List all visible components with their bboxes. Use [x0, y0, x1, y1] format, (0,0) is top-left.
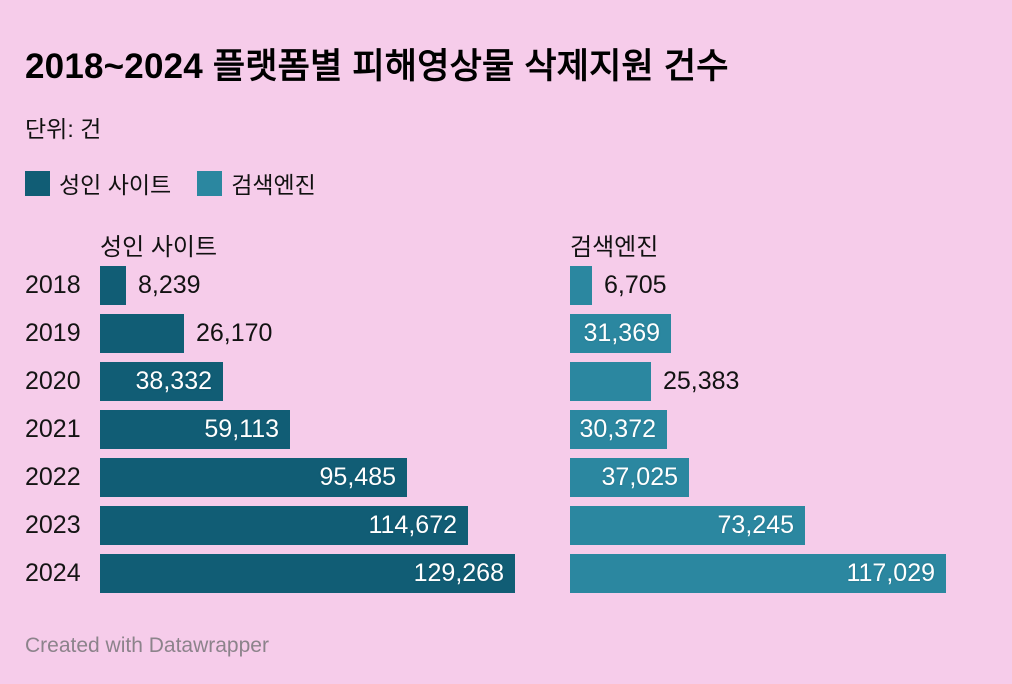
bar-2024-series-0[interactable]	[100, 554, 515, 593]
legend-item-1: 검색엔진	[197, 166, 316, 200]
bar-2019-series-1[interactable]	[570, 314, 671, 353]
value-label-2021-series-0: 59,113	[204, 415, 279, 443]
column-header-search-engines: 검색엔진	[570, 234, 659, 261]
legend-item-0: 성인 사이트	[25, 166, 171, 200]
category-label-2023: 2023	[25, 511, 81, 539]
value-label-2018-series-1: 6,705	[604, 271, 667, 299]
value-label-2019-series-1: 31,369	[583, 319, 660, 347]
bar-2021-series-0[interactable]	[100, 410, 290, 449]
bar-2023-series-1[interactable]	[570, 506, 805, 545]
value-label-2018-series-0: 8,239	[138, 271, 201, 299]
legend-label: 검색엔진	[231, 172, 316, 198]
bar-2023-series-0[interactable]	[100, 506, 468, 545]
bar-2018-series-0[interactable]	[100, 266, 126, 305]
category-label-2019: 2019	[25, 319, 81, 347]
column-header-adult-sites: 성인 사이트	[100, 234, 218, 261]
legend: 성인 사이트 검색엔진	[25, 166, 316, 200]
bar-2018-series-1[interactable]	[570, 266, 592, 305]
bar-2020-series-0[interactable]	[100, 362, 223, 401]
value-label-2024-series-0: 129,268	[413, 559, 504, 587]
category-label-2024: 2024	[25, 559, 81, 587]
footer-credit-link[interactable]: Created with Datawrapper	[25, 634, 269, 657]
value-label-2022-series-0: 95,485	[319, 463, 396, 491]
bar-2022-series-1[interactable]	[570, 458, 689, 497]
value-label-2020-series-0: 38,332	[135, 367, 212, 395]
value-label-2024-series-1: 117,029	[846, 559, 935, 587]
bar-2021-series-1[interactable]	[570, 410, 667, 449]
legend-label: 성인 사이트	[59, 172, 172, 198]
value-label-2020-series-1: 25,383	[663, 367, 740, 395]
category-label-2018: 2018	[25, 271, 81, 299]
value-label-2023-series-1: 73,245	[717, 511, 794, 539]
legend-swatch-icon	[25, 170, 50, 196]
chart-title: 2018~2024 플랫폼별 피해영상물 삭제지원 건수	[25, 47, 729, 86]
bar-2022-series-0[interactable]	[100, 458, 407, 497]
chart-subtitle: 단위: 건	[25, 116, 102, 142]
legend-swatch-icon	[197, 170, 223, 196]
value-label-2021-series-1: 30,372	[579, 415, 656, 443]
value-label-2022-series-1: 37,025	[601, 463, 678, 491]
bar-2020-series-1[interactable]	[570, 362, 651, 401]
value-label-2023-series-0: 114,672	[368, 511, 457, 539]
category-label-2021: 2021	[25, 415, 81, 443]
bar-2024-series-1[interactable]	[570, 554, 946, 593]
category-label-2020: 2020	[25, 367, 81, 395]
bar-2019-series-0[interactable]	[100, 314, 184, 353]
value-label-2019-series-0: 26,170	[196, 319, 273, 347]
category-label-2022: 2022	[25, 463, 81, 491]
